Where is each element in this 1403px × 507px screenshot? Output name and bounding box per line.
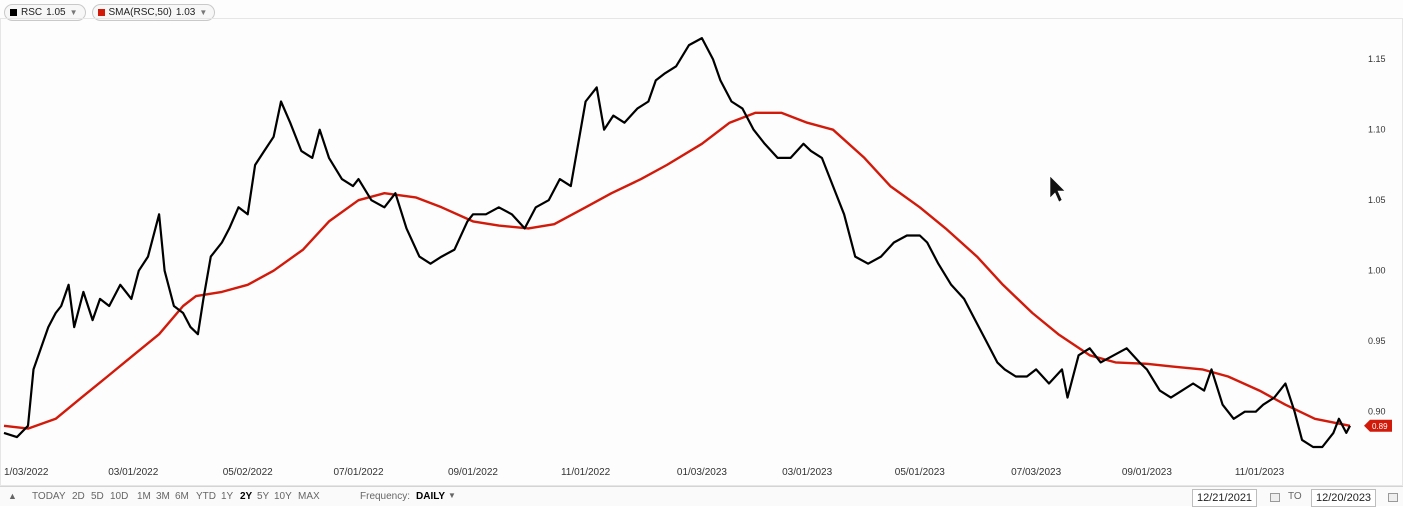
- y-tick-label: 1.15: [1368, 54, 1386, 64]
- line-chart: 0.90 0.95 1.00 1.05 1.10 1.15 1/03/2022 03/01/2…: [0, 18, 1403, 486]
- range-button-max[interactable]: MAX: [298, 491, 320, 502]
- range-button-1y[interactable]: 1Y: [221, 491, 234, 502]
- y-tick-label: 1.10: [1368, 125, 1386, 135]
- from-date-input[interactable]: 12/21/2021: [1192, 489, 1258, 507]
- chevron-down-icon[interactable]: ▼: [448, 491, 456, 500]
- calendar-icon[interactable]: [1388, 493, 1398, 502]
- x-tick-label: 03/01/2023: [782, 467, 832, 478]
- x-tick-label: 05/02/2022: [223, 467, 273, 478]
- y-tick-label: 0.90: [1368, 407, 1386, 417]
- x-tick-label: 05/01/2023: [895, 467, 945, 478]
- series-swatch: [97, 9, 105, 16]
- range-toolbar: ▲ TODAY 2D 5D 10D 1M 3M 6M YTD 1Y 2Y 5Y 10Y MAX Freq…: [0, 486, 1403, 507]
- legend-item-rsc[interactable]: RSC 1.05 ▼: [4, 4, 86, 21]
- y-tick-label: 1.05: [1368, 195, 1386, 205]
- range-button-2y[interactable]: 2Y: [240, 491, 253, 502]
- x-tick-label: 07/03/2023: [1011, 467, 1061, 478]
- legend-item-sma[interactable]: SMA(RSC,50) 1.03 ▼: [91, 4, 216, 21]
- legend-value: 1.03: [175, 7, 196, 18]
- legend-label: RSC: [21, 7, 43, 18]
- x-tick-label: 11/01/2022: [561, 467, 611, 478]
- last-value-label: 0.89: [1372, 422, 1388, 431]
- range-button-5d[interactable]: 5D: [91, 491, 104, 502]
- series-line-rsc: [3, 37, 1351, 449]
- range-button-5y[interactable]: 5Y: [257, 491, 270, 502]
- cursor-icon: [1049, 175, 1066, 203]
- x-tick-label: 11/01/2023: [1235, 467, 1285, 478]
- legend-label: SMA(RSC,50): [108, 7, 172, 18]
- range-button-ytd[interactable]: YTD: [196, 491, 216, 502]
- range-button-2d[interactable]: 2D: [72, 491, 85, 502]
- x-tick-label: 07/01/2022: [333, 467, 383, 478]
- series-swatch: [10, 9, 17, 16]
- y-tick-label: 1.00: [1368, 266, 1386, 276]
- frequency-select[interactable]: DAILY: [416, 491, 446, 502]
- x-tick-label: 01/03/2023: [677, 467, 727, 478]
- y-tick-label: 0.95: [1368, 336, 1386, 346]
- range-button-10d[interactable]: 10D: [110, 491, 129, 502]
- plot-frame: [0, 18, 1403, 486]
- x-tick-label: 09/01/2023: [1122, 467, 1172, 478]
- frequency-label: Frequency:: [360, 491, 411, 502]
- range-button-3m[interactable]: 3M: [156, 491, 170, 502]
- chevron-down-icon: ▼: [69, 8, 78, 17]
- range-button-1m[interactable]: 1M: [137, 491, 151, 502]
- scroll-up-icon[interactable]: ▲: [8, 491, 17, 501]
- series-line-sma: [3, 111, 1351, 430]
- x-tick-label: 09/01/2022: [448, 467, 498, 478]
- x-tick-label: 1/03/2022: [4, 467, 49, 478]
- range-button-6m[interactable]: 6M: [175, 491, 189, 502]
- chevron-down-icon: ▼: [199, 8, 208, 17]
- x-tick-label: 03/01/2022: [108, 467, 158, 478]
- to-date-input[interactable]: 12/20/2023: [1311, 489, 1377, 507]
- range-button-10y[interactable]: 10Y: [274, 491, 292, 502]
- legend: RSC 1.05 ▼ SMA(RSC,50) 1.03 ▼: [4, 4, 216, 21]
- to-label: TO: [1288, 491, 1302, 502]
- legend-value: 1.05: [46, 7, 66, 18]
- calendar-icon[interactable]: [1270, 493, 1280, 502]
- last-value-tag: [1364, 419, 1392, 432]
- range-button-today[interactable]: TODAY: [32, 491, 66, 502]
